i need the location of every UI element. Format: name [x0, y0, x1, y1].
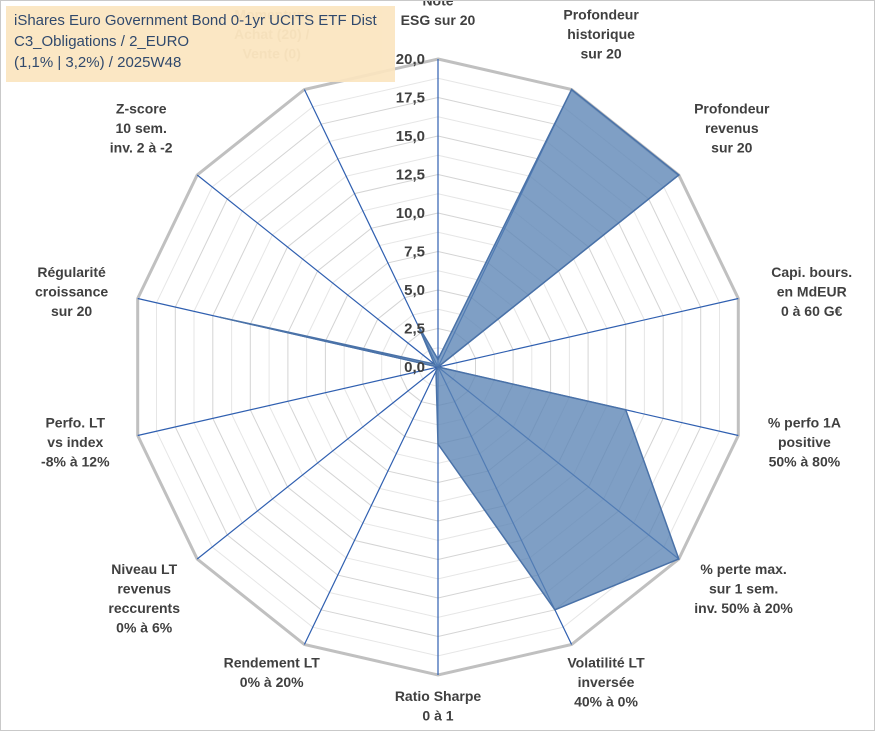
- category-label: Rendement LT 0% à 20%: [224, 655, 321, 691]
- category-label: Ratio Sharpe 0 à 1: [395, 688, 482, 724]
- category-label: Z-score 10 sem. inv. 2 à -2: [110, 100, 173, 155]
- series-area: [220, 88, 681, 611]
- chart-title-box: iShares Euro Government Bond 0-1yr UCITS…: [6, 6, 395, 82]
- radial-tick-labels: 0,0 2,5 5,0 7,5 10,0 12,5 15,0 17,5 20,0: [396, 51, 425, 376]
- tick-label: 17,5: [396, 90, 425, 107]
- category-label: Profondeur historique sur 20: [563, 7, 639, 62]
- tick-label: 0,0: [404, 359, 425, 376]
- axis-spoke: [137, 366, 439, 437]
- category-label: Niveau LT revenus reccurents 0% à 6%: [108, 561, 180, 636]
- tick-label: 12,5: [396, 167, 425, 184]
- category-label: NoteESG sur 20: [401, 1, 476, 28]
- category-label: Capi. bours. en MdEUR 0 à 60 G€: [771, 264, 852, 319]
- data-point: [624, 409, 627, 411]
- axis-spoke: [303, 366, 439, 645]
- tick-label: 10,0: [396, 205, 425, 222]
- data-point: [437, 366, 439, 368]
- data-point: [678, 174, 680, 176]
- title-line-2: C3_Obligations / 2_EURO: [14, 33, 190, 50]
- data-series: [219, 88, 681, 611]
- category-label: Profondeur revenus sur 20: [694, 100, 770, 155]
- data-point: [435, 370, 437, 373]
- tick-label: 7,5: [404, 244, 425, 261]
- axis-spoke: [196, 366, 439, 560]
- data-point: [219, 316, 222, 319]
- data-point: [433, 363, 436, 365]
- category-label: % perte max. sur 1 sem. inv. 50% à 20%: [694, 561, 793, 616]
- data-point: [417, 324, 419, 327]
- axis-spoke: [437, 297, 739, 368]
- data-point: [437, 358, 439, 361]
- tick-label: 2,5: [404, 321, 425, 338]
- category-label: % perfo 1A positive 50% à 80%: [768, 415, 841, 470]
- axis-spoke: [303, 89, 439, 368]
- axis-spoke: [196, 174, 439, 368]
- data-point: [437, 443, 439, 445]
- title-line-1: iShares Euro Government Bond 0-1yr UCITS…: [14, 12, 377, 29]
- category-label: Régularité croissance sur 20: [35, 264, 108, 319]
- tick-label: 5,0: [404, 282, 425, 299]
- title-line-3: (1,1% | 3,2%) / 2025W48: [14, 54, 182, 71]
- tick-label: 20,0: [396, 51, 425, 68]
- data-point: [554, 609, 556, 611]
- category-label: Volatilité LT inversée 40% à 0%: [567, 655, 645, 710]
- category-label: Perfo. LT vs index -8% à 12%: [41, 415, 110, 470]
- data-point: [678, 558, 680, 560]
- data-point: [570, 88, 573, 91]
- tick-label: 15,0: [396, 128, 425, 145]
